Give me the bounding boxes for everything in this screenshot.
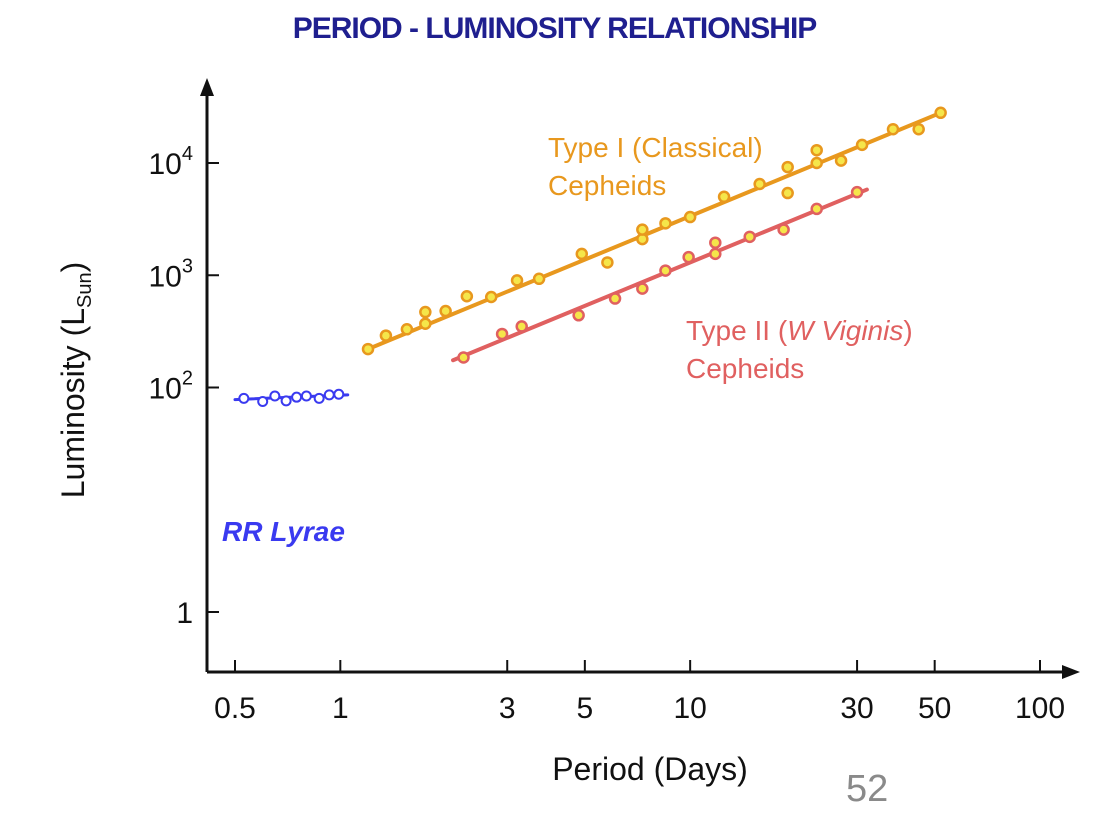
data-point <box>532 272 546 286</box>
data-point <box>257 396 269 408</box>
series-type2 <box>451 185 869 364</box>
data-point <box>709 236 722 249</box>
data-point <box>934 106 947 120</box>
data-point <box>515 320 528 333</box>
x-tick-label: 100 <box>1015 692 1065 725</box>
data-point <box>682 250 695 264</box>
data-point <box>238 392 250 404</box>
x-tick-label: 50 <box>918 692 951 725</box>
data-point <box>717 190 731 204</box>
data-point <box>361 342 375 356</box>
data-point <box>608 292 622 305</box>
data-point <box>636 223 649 236</box>
data-point <box>457 351 470 364</box>
data-point <box>495 327 509 341</box>
y-tick-label: 104 <box>149 143 194 181</box>
chart-title: PERIOD - LUMINOSITY RELATIONSHIP <box>292 12 818 45</box>
data-point <box>313 392 325 404</box>
data-point <box>484 290 498 304</box>
y-tick-label: 102 <box>149 368 194 406</box>
data-point <box>810 156 823 170</box>
data-point <box>333 388 345 400</box>
x-tick-label: 1 <box>332 692 349 725</box>
data-point <box>269 390 281 402</box>
data-point <box>850 185 864 199</box>
series-rr-lyrae <box>233 388 350 408</box>
series-type1 <box>361 106 947 356</box>
data-point <box>510 274 524 287</box>
y-axis-title: Luminosity (LSun) <box>55 262 96 499</box>
series-label-rr-lyrae: RR Lyrae <box>222 516 345 547</box>
data-point <box>575 247 589 261</box>
x-tick-label: 3 <box>499 692 516 725</box>
data-point <box>291 391 303 403</box>
x-axis-arrow <box>1062 665 1080 679</box>
series-label-type1: Type I (Classical) Cepheids <box>548 132 771 201</box>
data-point <box>781 186 794 200</box>
x-tick-label: 0.5 <box>214 692 256 725</box>
data-point <box>743 230 756 244</box>
x-tick-label: 10 <box>673 692 706 725</box>
series-layer <box>233 106 947 408</box>
data-point <box>810 143 823 157</box>
data-point <box>753 177 766 191</box>
data-point <box>323 389 335 401</box>
y-axis-arrow <box>200 78 214 96</box>
data-point <box>777 223 790 236</box>
data-point <box>810 202 823 216</box>
data-point <box>781 160 794 174</box>
data-point <box>834 154 848 167</box>
data-point <box>379 329 393 342</box>
slide-number: 52 <box>846 768 889 810</box>
data-point <box>659 217 672 230</box>
data-point <box>419 317 432 330</box>
data-point <box>855 138 869 152</box>
data-point <box>709 247 722 261</box>
data-point <box>601 256 614 269</box>
data-point <box>439 304 452 318</box>
data-point <box>280 395 292 407</box>
y-tick-label: 1 <box>176 597 193 630</box>
data-point <box>300 390 312 402</box>
data-point <box>460 290 474 303</box>
x-tick-label: 5 <box>576 692 593 725</box>
data-point <box>659 264 672 277</box>
x-axis-title: Period (Days) <box>552 751 748 787</box>
data-point <box>886 122 900 136</box>
data-point <box>419 305 432 319</box>
data-point <box>400 323 414 336</box>
ticks: 0.5 1 3 5 10 30 50 100 1 102 103 104 <box>149 143 1066 725</box>
data-point <box>912 122 925 136</box>
series-label-type2: Type II (W Viginis) Cepheids <box>686 315 920 384</box>
data-point <box>572 309 585 322</box>
axes <box>200 78 1080 679</box>
data-point <box>683 210 697 224</box>
y-tick-label: 103 <box>149 255 194 293</box>
x-tick-label: 30 <box>840 692 873 725</box>
data-point <box>636 282 649 295</box>
fit-line-type1 <box>366 110 943 352</box>
